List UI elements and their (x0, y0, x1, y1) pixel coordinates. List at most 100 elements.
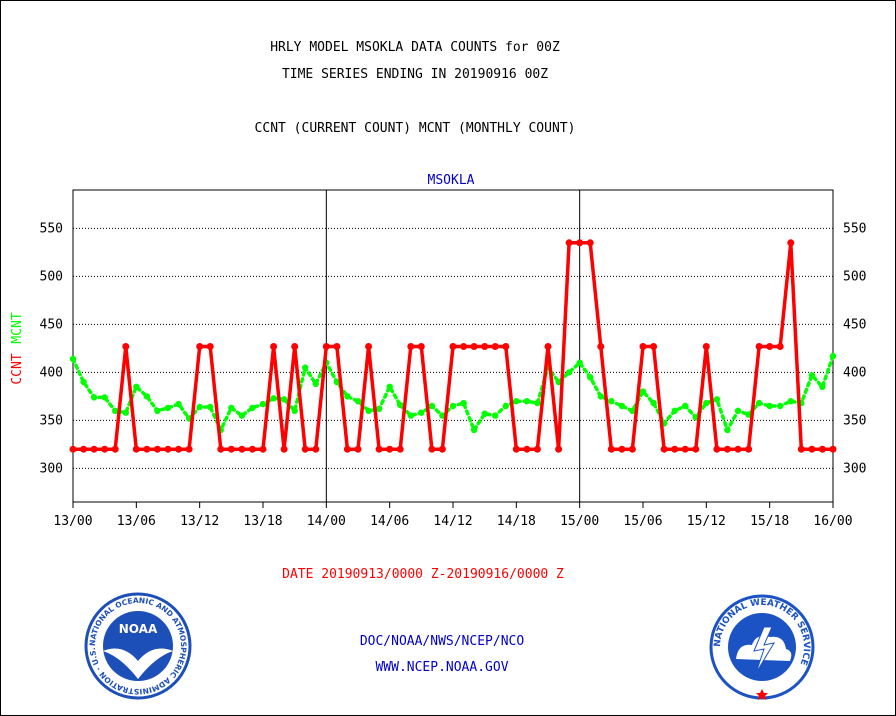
data-point-ccnt (164, 445, 172, 453)
data-point-mcnt (270, 395, 277, 402)
data-point-mcnt (682, 402, 689, 410)
data-point-mcnt (523, 398, 531, 405)
data-point-ccnt (628, 445, 636, 453)
data-point-mcnt (460, 399, 467, 407)
data-point-mcnt (375, 405, 383, 413)
website-link[interactable]: WWW.NCEP.NOAA.GOV (375, 660, 509, 675)
data-point-ccnt (734, 445, 742, 453)
y-axis-label-ccnt: CCNT (10, 353, 25, 384)
data-point-ccnt (808, 445, 816, 453)
data-point-mcnt (333, 378, 341, 386)
data-point-ccnt (227, 445, 235, 453)
data-point-ccnt (481, 343, 489, 350)
y-tick-label-right: 400 (843, 365, 866, 380)
data-point-mcnt (534, 399, 541, 407)
data-point-mcnt (650, 399, 657, 407)
data-point-mcnt (259, 400, 267, 408)
data-point-ccnt (745, 445, 753, 453)
data-point-mcnt (418, 409, 425, 416)
data-point-ccnt (565, 239, 573, 247)
data-point-mcnt (101, 394, 108, 401)
data-point-ccnt (576, 239, 584, 247)
x-tick-label: 15/06 (623, 514, 662, 529)
data-point-mcnt (724, 426, 731, 434)
data-point-mcnt (755, 399, 763, 407)
data-point-mcnt (819, 383, 826, 390)
data-point-mcnt (829, 352, 837, 360)
data-point-ccnt (818, 445, 826, 453)
x-tick-label: 15/18 (750, 514, 789, 529)
data-point-mcnt (629, 407, 636, 414)
data-point-mcnt (502, 402, 509, 410)
data-point-mcnt (90, 394, 98, 401)
y-tick-label-right: 550 (843, 221, 866, 236)
data-point-mcnt (787, 398, 794, 405)
data-point-ccnt (396, 445, 404, 453)
data-point-ccnt (766, 343, 774, 350)
data-point-mcnt (745, 411, 752, 418)
data-point-ccnt (597, 343, 605, 350)
org-link[interactable]: DOC/NOAA/NWS/NCEP/NCO (359, 634, 525, 649)
data-point-mcnt (449, 402, 457, 410)
data-point-mcnt (80, 378, 87, 386)
data-point-ccnt (90, 445, 98, 453)
data-point-mcnt (133, 383, 140, 390)
nws-logo: NATIONAL WEATHER SERVICE (709, 594, 815, 700)
y-tick-label-left: 400 (40, 365, 63, 380)
data-point-mcnt (344, 393, 351, 400)
data-point-ccnt (238, 445, 246, 453)
data-point-mcnt (713, 396, 721, 403)
data-point-ccnt (797, 445, 805, 453)
data-point-ccnt (449, 343, 457, 350)
data-point-ccnt (829, 445, 837, 453)
data-point-mcnt (565, 369, 573, 376)
data-point-mcnt (207, 403, 214, 411)
data-point-ccnt (291, 343, 299, 350)
chart-title-line1: HRLY MODEL MSOKLA DATA COUNTS for 00Z (270, 40, 560, 55)
data-point-mcnt (428, 402, 436, 410)
data-point-ccnt (111, 445, 119, 453)
date-range-label: DATE 20190913/0000 Z-20190916/0000 Z (282, 567, 564, 582)
data-point-mcnt (397, 401, 404, 409)
data-point-ccnt (470, 343, 478, 350)
data-point-mcnt (354, 398, 362, 405)
data-point-ccnt (354, 445, 362, 453)
data-point-ccnt (343, 445, 351, 453)
noaa-logo: NATIONAL OCEANIC AND ATMOSPHERIC ADMINIS… (83, 591, 192, 700)
y-axis-label-mcnt: MCNT (10, 312, 25, 343)
data-point-ccnt (555, 445, 563, 453)
data-point-mcnt (808, 372, 816, 379)
data-point-ccnt (122, 343, 130, 350)
data-point-mcnt (249, 404, 256, 412)
data-point-ccnt (523, 445, 531, 453)
data-point-mcnt (280, 396, 288, 403)
y-tick-label-right: 300 (843, 461, 866, 476)
x-tick-label: 13/18 (243, 514, 282, 529)
data-point-ccnt (80, 445, 88, 453)
data-point-mcnt (69, 355, 77, 363)
data-point-mcnt (618, 402, 626, 410)
data-point-mcnt (164, 404, 172, 412)
data-point-ccnt (101, 445, 109, 453)
data-point-mcnt (122, 409, 129, 416)
data-point-mcnt (639, 388, 647, 395)
data-point-ccnt (217, 445, 225, 453)
data-point-mcnt (175, 400, 182, 408)
data-point-mcnt (734, 407, 742, 414)
data-point-ccnt (607, 445, 615, 453)
data-point-mcnt (386, 383, 393, 390)
data-point-ccnt (259, 445, 267, 453)
data-point-ccnt (787, 239, 795, 247)
x-tick-label: 13/00 (53, 514, 92, 529)
data-point-ccnt (143, 445, 151, 453)
data-point-mcnt (492, 412, 499, 419)
data-point-ccnt (248, 445, 256, 453)
data-point-ccnt (438, 445, 446, 453)
data-point-ccnt (660, 445, 668, 453)
x-tick-label: 14/18 (497, 514, 536, 529)
data-point-mcnt (576, 359, 583, 366)
data-point-mcnt (597, 393, 604, 400)
chart-subtitle: CCNT (CURRENT COUNT) MCNT (MONTHLY COUNT… (254, 121, 576, 136)
